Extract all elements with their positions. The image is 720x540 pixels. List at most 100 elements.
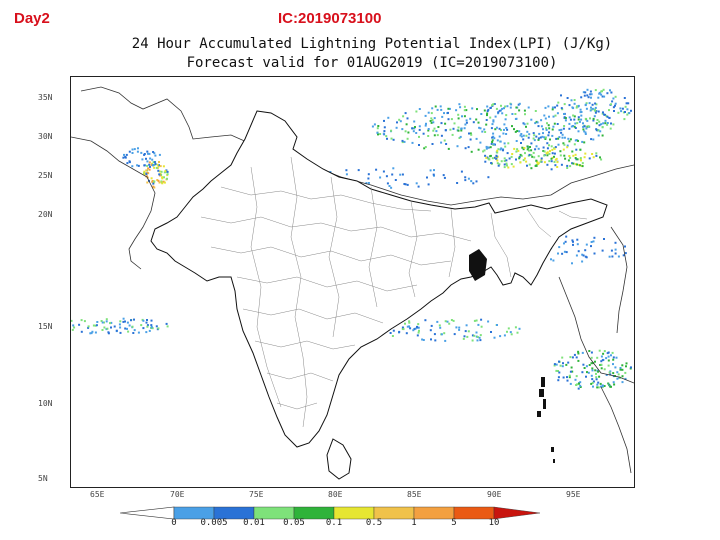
lpi-cell [622,254,625,257]
lpi-cell [551,108,554,111]
lpi-cell [581,260,584,263]
lpi-cell [602,122,605,125]
lpi-cell [422,339,425,341]
lpi-cell [497,164,500,167]
sri-lanka-outline [326,438,352,480]
lpi-cell [595,154,598,157]
lpi-cell [146,319,148,321]
lpi-cell [518,109,521,112]
lpi-cell [517,149,520,152]
lpi-cell [598,349,601,352]
lpi-cell [122,156,125,159]
lpi-cell [610,103,612,106]
lpi-cell [623,118,626,121]
lpi-cell [475,180,478,183]
lpi-cell [148,152,151,155]
lpi-cell [458,137,461,139]
lpi-cell [603,113,606,116]
lpi-cell [580,96,583,99]
lpi-cell [580,118,583,121]
lpi-cell [566,164,569,167]
lpi-cell [463,335,466,338]
lpi-cell [447,118,450,121]
lpi-cell [624,105,627,108]
lpi-cell [575,384,578,386]
lpi-cell [157,169,160,172]
lat-tick-label: 30N [38,132,53,141]
lpi-cell [500,160,503,163]
lpi-cell [371,125,374,128]
lpi-cell [593,252,596,255]
lpi-cell [480,325,483,328]
lpi-cell [427,183,430,186]
lpi-cell [153,161,156,164]
lpi-cell [161,182,164,185]
lpi-cell [577,118,580,121]
lpi-cell [591,103,594,106]
lpi-cell [506,152,509,155]
lpi-cell [429,329,432,332]
lpi-cell [563,250,566,253]
lpi-cell [585,243,588,246]
lpi-cell [137,164,140,167]
lpi-cell [131,152,134,154]
lpi-cell [124,327,127,330]
lpi-cell [153,166,156,169]
lpi-cell [580,111,583,113]
lpi-cell [146,171,149,174]
color-legend [120,506,541,520]
lpi-cell [546,122,548,125]
lpi-cell [152,151,155,153]
lpi-cell [441,115,444,118]
legend-threshold-label: 0 [171,518,177,528]
lpi-cell [577,130,580,133]
lpi-cell [450,118,453,121]
lpi-cell [376,127,379,130]
lpi-cell [550,258,552,261]
lpi-cell [609,89,611,92]
lat-tick-label: 10N [38,399,53,408]
lpi-cell [398,118,401,121]
lpi-cell [149,157,152,160]
lpi-cell [489,146,492,149]
lpi-cell [583,367,586,369]
lpi-cell [509,331,512,334]
lpi-cell [562,127,565,130]
lpi-cell [579,148,582,151]
lpi-cell [153,152,156,155]
lpi-cell [126,321,129,324]
lpi-cell [435,130,438,133]
lpi-cell [471,107,474,110]
lpi-cell [151,162,153,165]
lpi-cell [593,109,596,112]
lpi-cell [594,369,597,372]
lat-tick-label: 35N [38,93,53,102]
lpi-cell [530,118,533,121]
lpi-cell [552,125,555,128]
lpi-cell [438,324,441,327]
lpi-cell [551,106,554,109]
lpi-cell [596,383,599,386]
lpi-cell [130,319,132,322]
lpi-cell [603,385,606,387]
lpi-cell [596,119,599,121]
lpi-cell [163,181,166,184]
lpi-cell [600,123,603,126]
lpi-cell [109,322,111,325]
lpi-cell [562,142,565,145]
lpi-cell [73,326,76,329]
lpi-cell [433,169,435,172]
lpi-cell [444,339,447,342]
lpi-cell [418,108,421,110]
lpi-cell [406,137,409,140]
lpi-cell [377,133,379,136]
lpi-cell [585,107,588,110]
lpi-cell [598,375,601,378]
lpi-cell [565,251,568,254]
lpi-cell [578,164,581,166]
lpi-cell [500,147,503,150]
legend-threshold-label: 0.01 [243,518,265,528]
lpi-cell [491,139,494,142]
lpi-cell [401,173,404,176]
lpi-cell [557,252,559,255]
